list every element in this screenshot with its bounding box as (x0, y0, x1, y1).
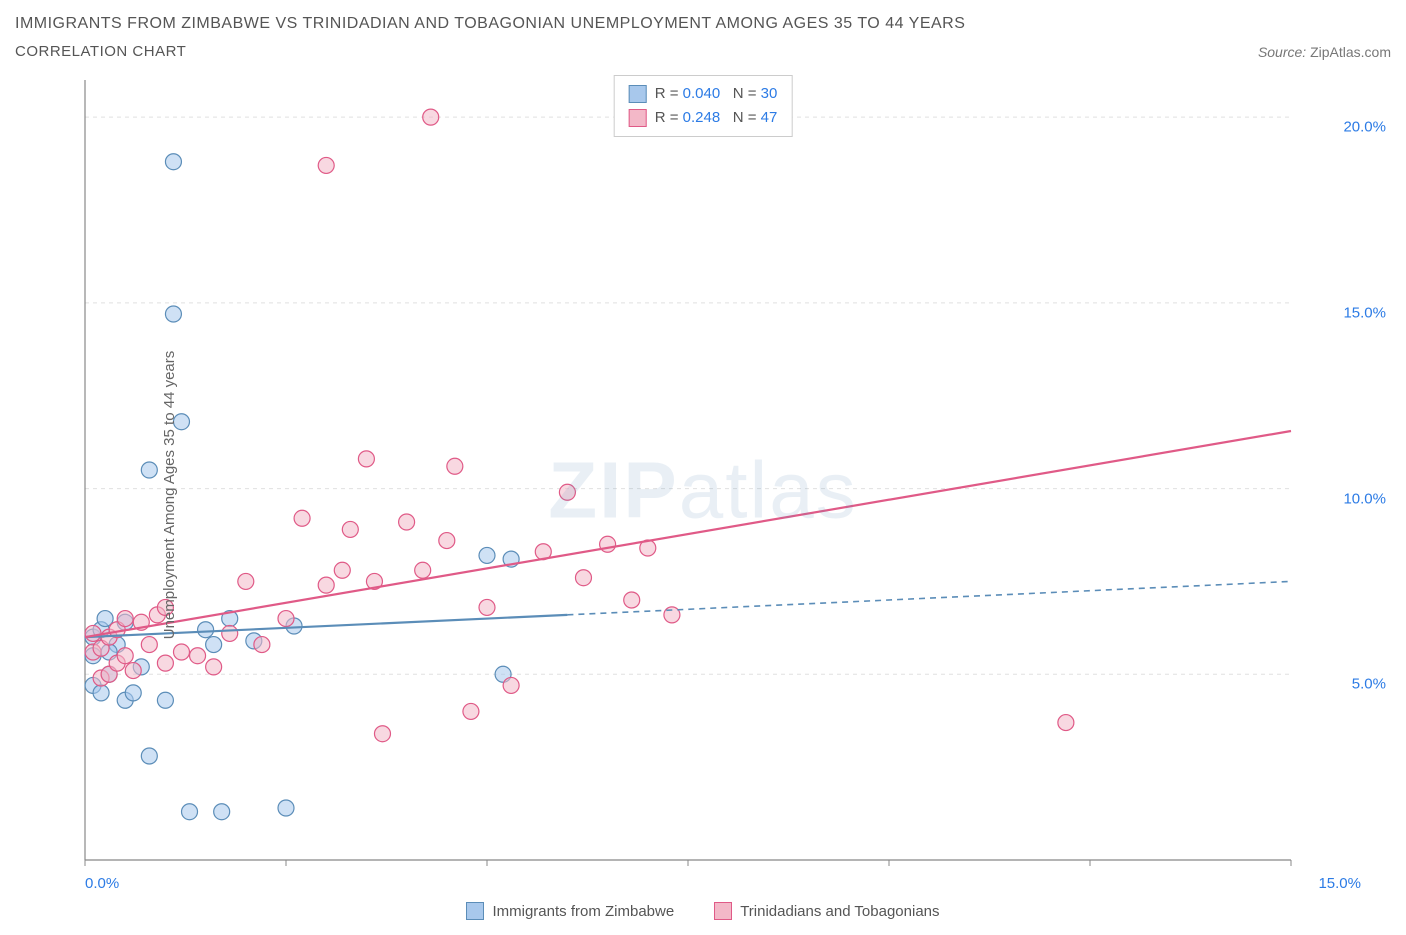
y-axis-label: Unemployment Among Ages 35 to 44 years (161, 351, 178, 640)
y-axis-ticks: 5.0%10.0%15.0%20.0% (1326, 80, 1386, 860)
chart-title: IMMIGRANTS FROM ZIMBABWE VS TRINIDADIAN … (15, 15, 965, 33)
legend-row-trinidad: R = 0.248 N = 47 (629, 106, 778, 130)
legend-item: Trinidadians and Tobagonians (714, 902, 939, 920)
source-attribution: Source: ZipAtlas.com (1258, 44, 1391, 60)
legend-swatch-pink (629, 109, 647, 127)
legend-item: Immigrants from Zimbabwe (466, 902, 674, 920)
chart-container: Unemployment Among Ages 35 to 44 years Z… (15, 70, 1391, 920)
scatter-plot (15, 70, 1391, 920)
series-legend: Immigrants from Zimbabwe Trinidadians and… (15, 902, 1391, 920)
chart-subtitle: CORRELATION CHART (15, 43, 965, 60)
legend-swatch-blue (629, 85, 647, 103)
x-axis-ticks: 0.0%15.0% (85, 875, 1361, 892)
legend-row-zimbabwe: R = 0.040 N = 30 (629, 82, 778, 106)
header: IMMIGRANTS FROM ZIMBABWE VS TRINIDADIAN … (15, 15, 1391, 60)
correlation-legend: R = 0.040 N = 30 R = 0.248 N = 47 (614, 75, 793, 137)
